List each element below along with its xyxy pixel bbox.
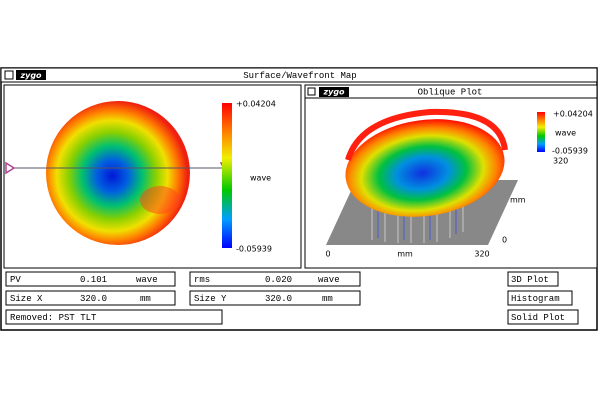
field-box: [5, 290, 176, 306]
field-label: Size X: [10, 294, 43, 304]
field-value: 320.0: [265, 294, 292, 304]
colorbar: [537, 112, 545, 152]
button-label[interactable]: Solid Plot: [511, 313, 565, 323]
close-box[interactable]: [4, 70, 14, 80]
field-unit: wave: [136, 275, 158, 285]
oblique-title: Oblique Plot: [418, 87, 483, 97]
button[interactable]: [507, 290, 573, 306]
field-value: 0.020: [265, 275, 292, 285]
field-value: 320.0: [80, 294, 107, 304]
oblique-surface: [345, 119, 505, 217]
window-title: Surface/Wavefront Map: [243, 71, 356, 81]
field-unit: mm: [140, 294, 151, 304]
colorbar: [222, 103, 232, 248]
button-label[interactable]: 3D Plot: [511, 275, 549, 285]
surface-detail: [140, 186, 180, 214]
x-axis-max: 320: [474, 250, 489, 259]
field-box: [5, 309, 223, 325]
field-value: 0.101: [80, 275, 107, 285]
button[interactable]: [507, 309, 579, 325]
removed-terms: Removed: PST TLT: [10, 313, 97, 323]
button-label[interactable]: Histogram: [511, 294, 560, 304]
logo: zygo: [19, 71, 42, 80]
colorbar-min: -0.05939: [236, 245, 272, 254]
field-box: [5, 271, 176, 287]
field-unit: mm: [322, 294, 333, 304]
logo-bg: [319, 87, 349, 97]
y-axis-min: 0: [502, 236, 507, 245]
field-unit: wave: [318, 275, 340, 285]
y-axis-label: mm: [510, 196, 526, 205]
close-box[interactable]: [307, 87, 316, 96]
colorbar-max: +0.04204: [236, 100, 276, 109]
colorbar-label: wave: [555, 129, 576, 138]
x-axis-label: mm: [397, 250, 413, 259]
logo-bg: [16, 70, 46, 80]
field-label: rms: [194, 275, 210, 285]
field-label: Size Y: [194, 294, 227, 304]
field-label: PV: [10, 275, 21, 285]
field-box: [189, 271, 361, 287]
profile-handle[interactable]: [5, 161, 16, 175]
surface-map: [46, 101, 190, 245]
colorbar-min: -0.05939: [552, 147, 588, 156]
z-extent: 320: [553, 157, 568, 166]
button[interactable]: [507, 271, 559, 287]
title-bar: [0, 67, 598, 83]
x-axis-min: 0: [325, 250, 330, 259]
oblique-title-bar: [304, 84, 598, 99]
colorbar-label: wave: [250, 174, 271, 183]
logo: zygo: [322, 88, 345, 97]
field-box: [189, 290, 361, 306]
colorbar-max: +0.04204: [553, 110, 593, 119]
oblique-rim: [345, 108, 508, 161]
